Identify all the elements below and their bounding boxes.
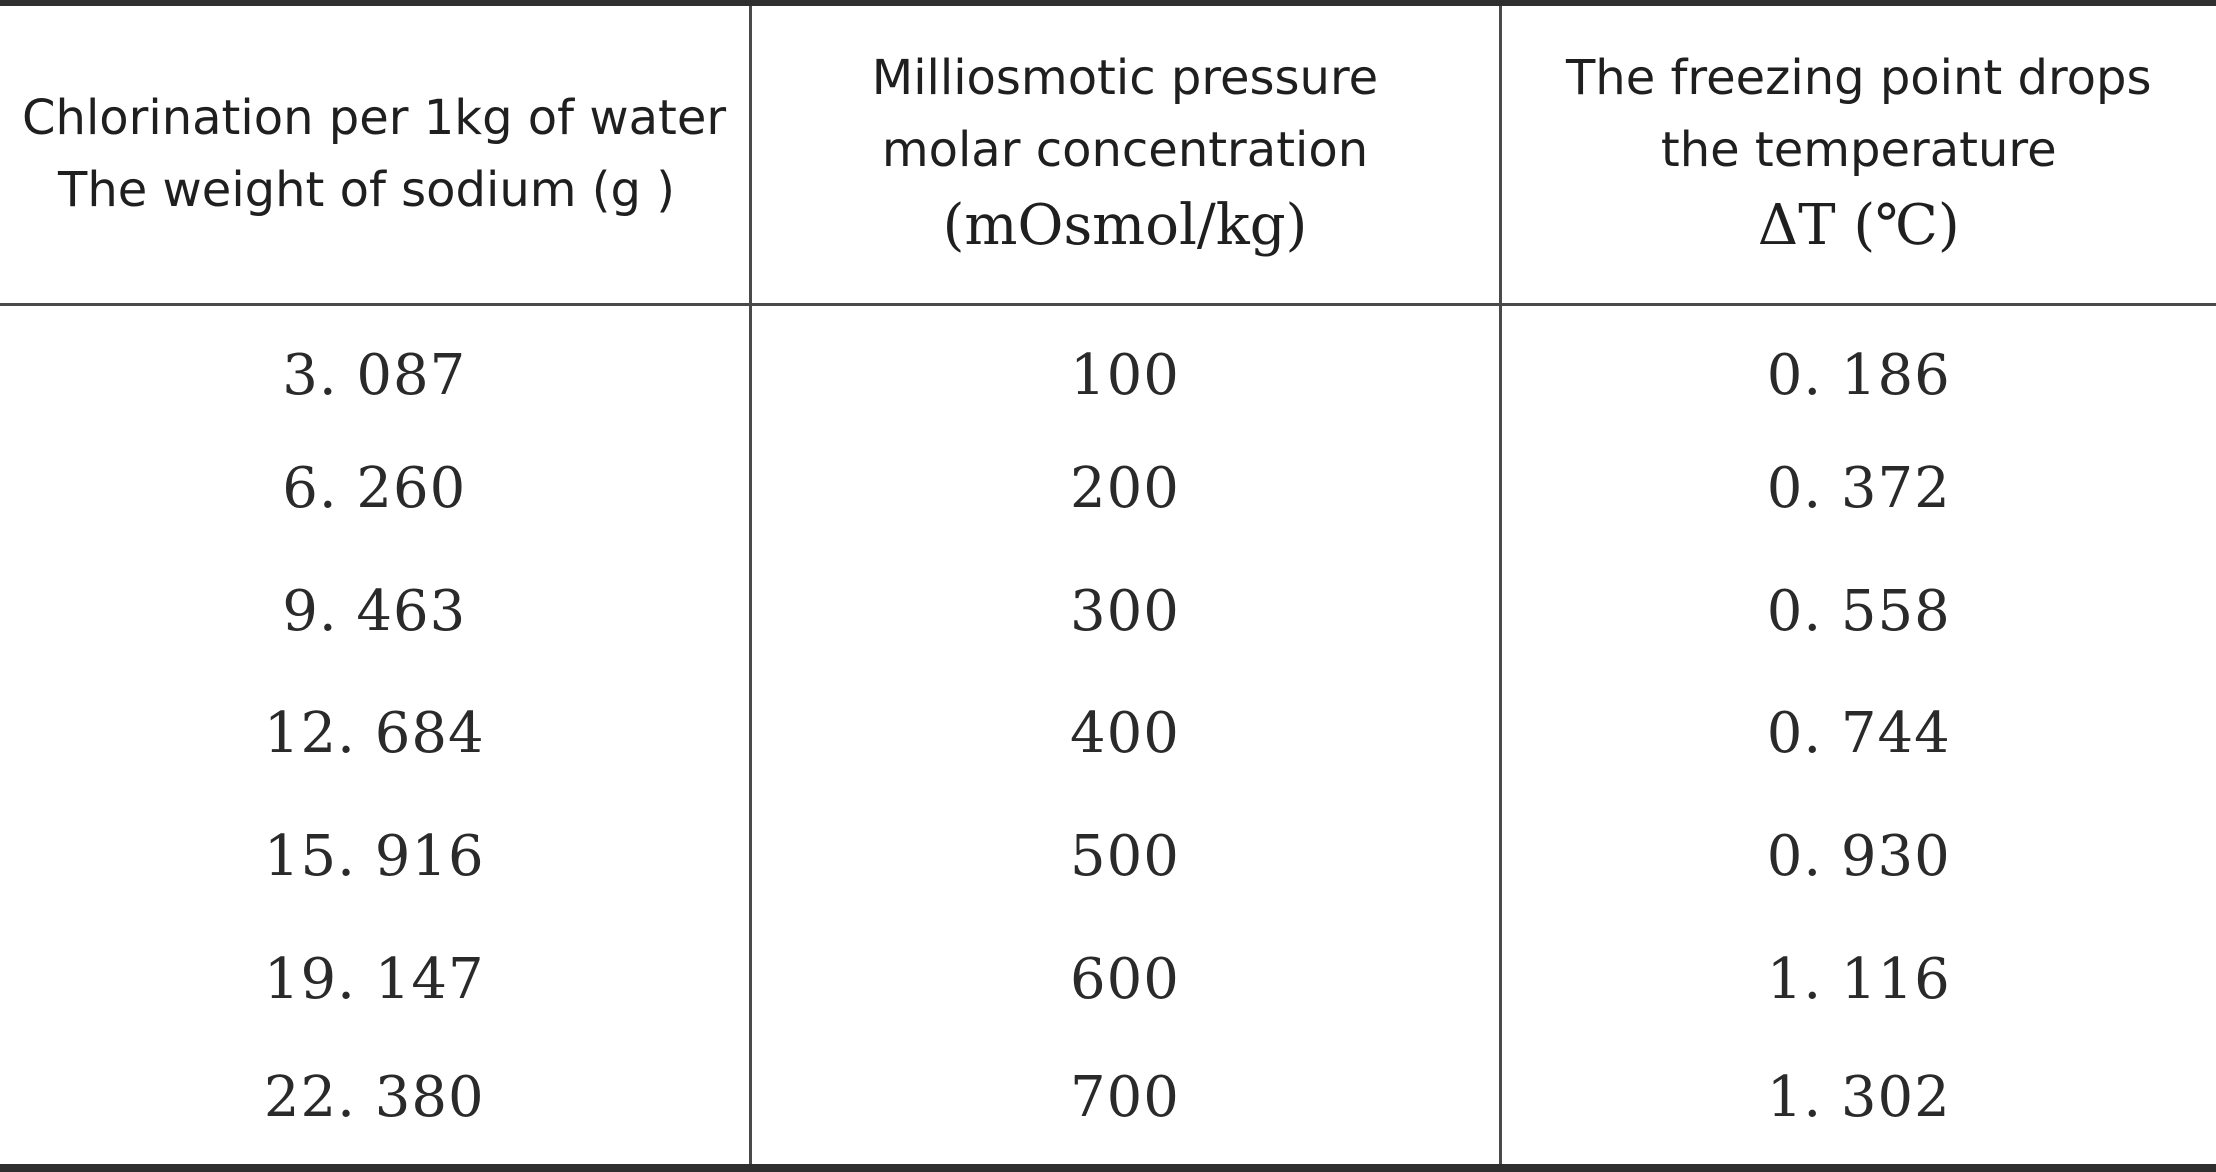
header-line: Milliosmotic pressure xyxy=(871,50,1379,107)
header-freezing-point: The freezing point drops the temperature… xyxy=(1498,6,2216,306)
cell-freezing-drop: 1. 302 xyxy=(1498,1041,2216,1164)
cell-osmolality: 400 xyxy=(748,672,1500,796)
cell-nacl-weight: 6. 260 xyxy=(282,455,467,521)
header-line: The weight of sodium (g ) xyxy=(58,162,675,219)
cell-nacl-weight: 22. 380 xyxy=(263,1065,485,1131)
table-row: 15. 916 500 0. 930 xyxy=(0,795,2216,919)
header-row: Chlorination per 1kg of water The weight… xyxy=(0,6,2216,306)
cell-freezing-drop: 0. 930 xyxy=(1498,795,2216,919)
header-line: molar concentration xyxy=(881,122,1369,179)
header-line: Chlorination per 1kg of water xyxy=(22,90,727,147)
cell-nacl-weight: 9. 463 xyxy=(282,578,467,644)
table-row: 9. 463 300 0. 558 xyxy=(0,549,2216,673)
table-row: 19. 147 600 1. 116 xyxy=(0,918,2216,1042)
cell-freezing-drop: 0. 558 xyxy=(1498,549,2216,673)
cell-freezing-drop: 0. 744 xyxy=(1498,672,2216,796)
cell-nacl-weight: 12. 684 xyxy=(263,701,485,767)
header-line: the temperature xyxy=(1660,122,2057,179)
header-unit: (mOsmol/kg) xyxy=(942,193,1308,259)
cell-freezing-drop: 1. 116 xyxy=(1498,918,2216,1042)
cell-osmolality: 300 xyxy=(748,549,1500,673)
cell-nacl-weight: 15. 916 xyxy=(263,824,485,890)
table-row: 3. 087 100 0. 186 xyxy=(0,304,2216,427)
cell-osmolality: 600 xyxy=(748,918,1500,1042)
cell-osmolality: 100 xyxy=(748,304,1500,427)
table-row: 22. 380 700 1. 302 xyxy=(0,1041,2216,1164)
cell-osmolality: 200 xyxy=(748,426,1500,550)
nacl-osmotic-table: Chlorination per 1kg of water The weight… xyxy=(0,6,2216,1164)
cell-osmolality: 700 xyxy=(748,1041,1500,1164)
cell-nacl-weight: 19. 147 xyxy=(263,947,485,1013)
cell-freezing-drop: 0. 186 xyxy=(1498,304,2216,427)
header-line: The freezing point drops xyxy=(1565,50,2152,107)
header-unit: ΔT (℃) xyxy=(1757,193,1960,259)
cell-osmolality: 500 xyxy=(748,795,1500,919)
table-row: 12. 684 400 0. 744 xyxy=(0,672,2216,796)
table-row: 6. 260 200 0. 372 xyxy=(0,426,2216,550)
cell-freezing-drop: 0. 372 xyxy=(1498,426,2216,550)
header-osmolality: Milliosmotic pressure molar concentratio… xyxy=(748,6,1500,306)
cell-nacl-weight: 3. 087 xyxy=(282,342,467,408)
header-nacl-weight: Chlorination per 1kg of water The weight… xyxy=(0,6,750,306)
